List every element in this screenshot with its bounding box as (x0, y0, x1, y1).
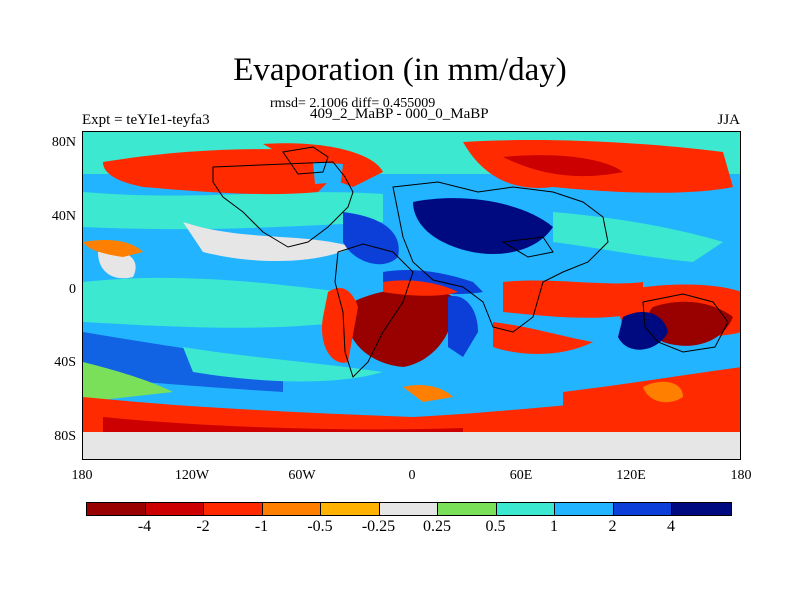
stats-text: rmsd= 2.1006 diff= 0.455009 (270, 96, 436, 111)
colorbar-swatch (262, 503, 321, 515)
lon-tick-label: 120W (174, 468, 210, 483)
field-australia (647, 301, 733, 346)
lon-tick-label: 120E (616, 468, 646, 483)
colorbar-label: 2 (608, 518, 617, 535)
experiment-label: Expt = teYIe1-teyfa3 (82, 112, 210, 128)
colorbar-swatch (496, 503, 555, 515)
field-n-america (103, 149, 333, 195)
field-s-america (348, 287, 454, 367)
lat-tick-label: 80N (51, 135, 76, 150)
colorbar-swatch (555, 503, 614, 515)
colorbar-label: -0.25 (361, 518, 396, 535)
coastline-outlines (212, 146, 729, 378)
colorbar-label: 0.25 (423, 518, 451, 535)
period-text: 409_2_MaBP - 000_0_MaBP (310, 106, 489, 122)
colorbar-swatch (438, 503, 497, 515)
colorbar-swatch (613, 503, 672, 515)
colorbar-swatch (204, 503, 263, 515)
colorbar-label: -0.5 (307, 518, 333, 535)
field-antarctica (83, 432, 740, 459)
colorbar-swatch (145, 503, 204, 515)
lat-tick-label: 40S (54, 355, 76, 370)
colorbar-label: -1 (254, 518, 269, 535)
colorbar-label: -2 (196, 518, 210, 535)
colorbar-label: 0.5 (485, 518, 506, 535)
colorbar-label: -4 (137, 518, 152, 535)
lon-tick-label: 60W (288, 468, 316, 483)
colorbar-swatch (87, 503, 146, 515)
lat-tick-label: 0 (69, 282, 76, 297)
colorbar-swatch (321, 503, 380, 515)
field-africa (503, 280, 643, 318)
colorbar (86, 502, 732, 516)
lon-tick-label: 60E (509, 468, 533, 483)
colorbar-label: 4 (667, 518, 675, 535)
colorbar-label: 1 (550, 518, 558, 535)
evaporation-map (82, 131, 741, 460)
colorbar-swatch (672, 503, 731, 515)
map-title: Evaporation (in mm/day) (233, 52, 567, 88)
map-field (83, 132, 740, 459)
colorbar-swatch (379, 503, 438, 515)
season-label: JJA (717, 112, 740, 128)
lon-tick-label: 180 (71, 468, 93, 483)
lon-tick-label: 0 (408, 468, 416, 483)
lat-tick-label: 80S (54, 429, 76, 444)
lat-tick-label: 40N (51, 209, 76, 224)
lon-tick-label: 180 (730, 468, 752, 483)
